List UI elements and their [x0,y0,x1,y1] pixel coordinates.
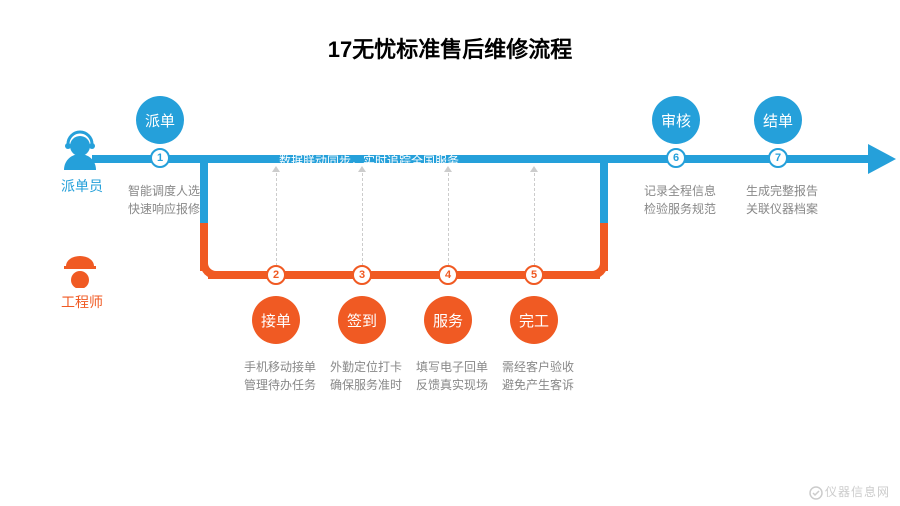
dash-arrow-5 [530,166,538,172]
dash-2 [276,168,277,266]
step-4-num: 4 [438,265,458,285]
dash-5 [534,168,535,266]
step-2-num: 2 [266,265,286,285]
step-1-num: 1 [150,148,170,168]
step-2-desc: 手机移动接单 管理待办任务 [244,358,316,394]
timeline-main [92,155,872,163]
timeline-tagline: 数据联动同步，实时追踪全国服务 [275,152,463,169]
step-1-desc2: 快速响应报修 [128,202,200,216]
step-1-desc: 智能调度人选 快速响应报修 [128,182,200,218]
step-2-desc2: 管理待办任务 [244,378,316,392]
step-4-bubble: 服务 [424,296,472,344]
step-6-num: 6 [666,148,686,168]
step-6-bubble: 审核 [652,96,700,144]
step-3-bubble: 签到 [338,296,386,344]
dash-3 [362,168,363,266]
step-6-desc1: 记录全程信息 [644,184,716,198]
step-3-num: 3 [352,265,372,285]
dash-arrow-3 [358,166,366,172]
step-5-desc1: 需经客户验收 [502,360,574,374]
step-2-bubble: 接单 [252,296,300,344]
step-4-desc: 填写电子回单 反馈真实现场 [416,358,488,394]
watermark: 仪器信息网 [809,483,890,500]
drop-left [200,163,208,223]
step-4-desc1: 填写电子回单 [416,360,488,374]
step-3-desc: 外勤定位打卡 确保服务准时 [330,358,402,394]
engineer-icon [60,248,100,288]
step-1-desc1: 智能调度人选 [128,184,200,198]
engineer-label: 工程师 [54,292,110,312]
step-5-desc: 需经客户验收 避免产生客诉 [502,358,574,394]
elbow-bl [200,263,216,279]
step-4-desc2: 反馈真实现场 [416,378,488,392]
step-6-desc: 记录全程信息 检验服务规范 [644,182,716,218]
dash-arrow-2 [272,166,280,172]
page-title: 17无忧标准售后维修流程 [0,32,900,64]
step-2-desc1: 手机移动接单 [244,360,316,374]
step-5-num: 5 [524,265,544,285]
step-3-desc2: 确保服务准时 [330,378,402,392]
watermark-text: 仪器信息网 [825,485,890,499]
step-6-desc2: 检验服务规范 [644,202,716,216]
step-5-desc2: 避免产生客诉 [502,378,574,392]
step-7-desc1: 生成完整报告 [746,184,818,198]
drop-right [600,163,608,223]
step-1-bubble: 派单 [136,96,184,144]
dash-arrow-4 [444,166,452,172]
step-7-bubble: 结单 [754,96,802,144]
step-7-desc: 生成完整报告 关联仪器档案 [746,182,818,218]
timeline-arrow [868,144,896,174]
dispatcher-icon [60,130,100,170]
step-3-desc1: 外勤定位打卡 [330,360,402,374]
step-7-desc2: 关联仪器档案 [746,202,818,216]
step-5-bubble: 完工 [510,296,558,344]
step-7-num: 7 [768,148,788,168]
dispatcher-label: 派单员 [54,176,110,196]
dash-4 [448,168,449,266]
elbow-br [592,263,608,279]
